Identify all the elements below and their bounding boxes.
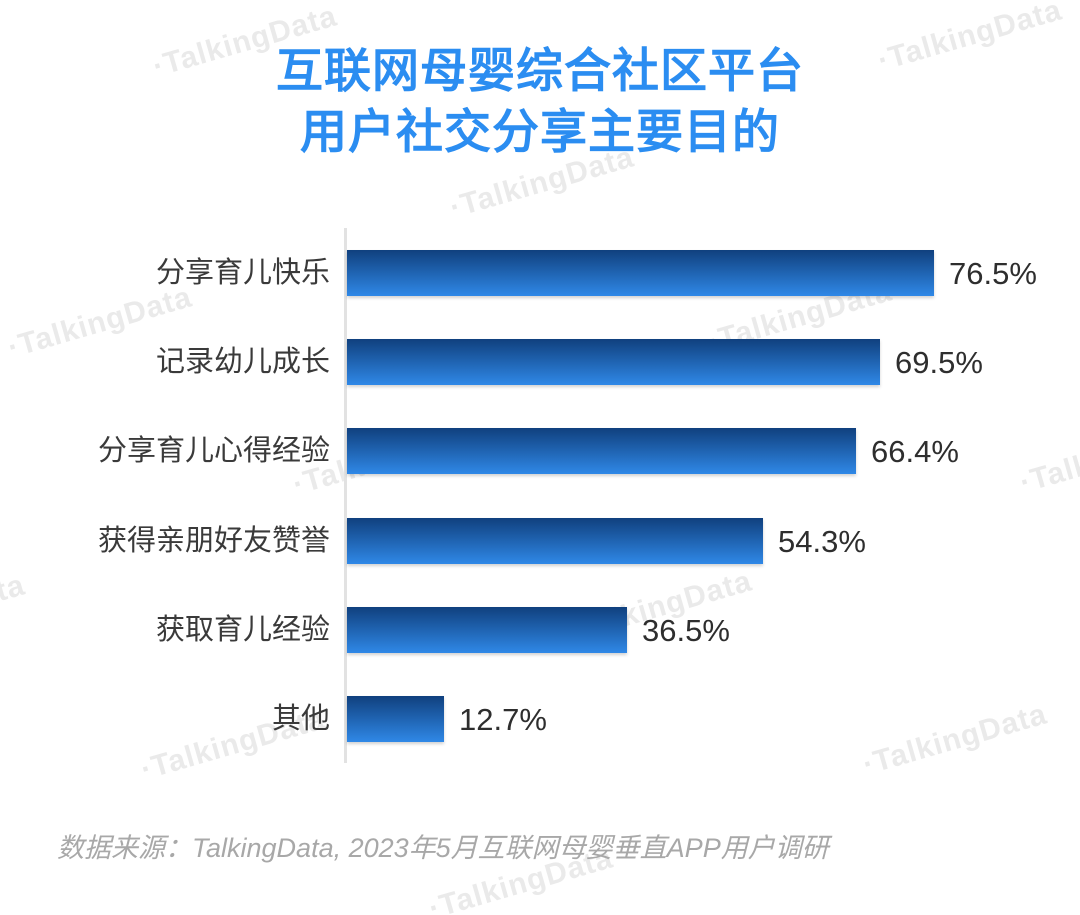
chart-title: 互联网母婴综合社区平台 用户社交分享主要目的	[0, 40, 1080, 162]
bar-row: 获得亲朋好友赞誉 54.3%	[0, 518, 1080, 564]
chart-title-line2: 用户社交分享主要目的	[300, 105, 780, 158]
bar	[347, 339, 880, 385]
bar-row: 记录幼儿成长 69.5%	[0, 339, 1080, 385]
bar	[347, 696, 444, 742]
value-label: 12.7%	[459, 702, 547, 737]
bar	[347, 518, 763, 564]
value-label: 36.5%	[642, 613, 730, 648]
bar	[347, 428, 856, 474]
bar-row: 分享育儿心得经验 66.4%	[0, 428, 1080, 474]
value-label: 69.5%	[895, 345, 983, 380]
bar-row: 分享育儿快乐 76.5%	[0, 250, 1080, 296]
category-label: 记录幼儿成长	[155, 346, 330, 378]
bar-row: 其他 12.7%	[0, 696, 1080, 742]
bar-row: 获取育儿经验 36.5%	[0, 607, 1080, 653]
bar	[347, 607, 627, 653]
category-label: 分享育儿心得经验	[97, 435, 330, 467]
bar	[347, 250, 934, 296]
category-label: 分享育儿快乐	[155, 257, 330, 289]
data-source-note: 数据来源：TalkingData, 2023年5月互联网母婴垂直APP用户调研	[57, 833, 829, 863]
y-axis-line	[344, 228, 347, 763]
category-label: 获取育儿经验	[155, 614, 330, 646]
category-label: 获得亲朋好友赞誉	[97, 525, 330, 557]
value-label: 54.3%	[778, 524, 866, 559]
chart-title-line1: 互联网母婴综合社区平台	[276, 44, 804, 97]
value-label: 66.4%	[871, 434, 959, 469]
category-label: 其他	[271, 703, 330, 735]
value-label: 76.5%	[949, 256, 1037, 291]
